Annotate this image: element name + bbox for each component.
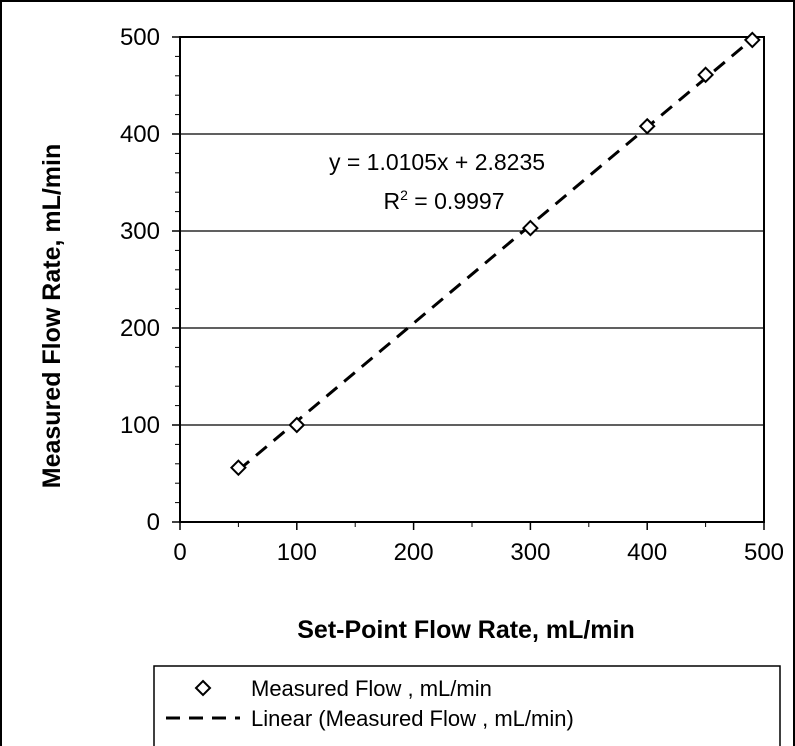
y-tick-labels: 0 100 200 300 400 500 <box>120 24 160 536</box>
x-tick-label: 500 <box>744 539 784 566</box>
x-tick-label: 200 <box>394 539 434 566</box>
data-point-marker <box>521 219 539 237</box>
y-tick-label: 200 <box>120 315 160 342</box>
y-tick-label: 100 <box>120 412 160 439</box>
r2-prefix: R <box>384 188 401 214</box>
y-tick-label: 500 <box>120 24 160 51</box>
gridlines <box>180 133 764 426</box>
x-tick-label: 0 <box>173 539 186 566</box>
data-point-marker <box>288 416 306 434</box>
plot-area <box>179 36 765 523</box>
y-axis-title: Measured Flow Rate, mL/min <box>38 144 66 489</box>
axis-ticks <box>172 36 765 530</box>
data-point-marker <box>743 31 761 49</box>
legend-label-measured: Measured Flow , mL/min <box>251 676 492 701</box>
x-axis-title: Set-Point Flow Rate, mL/min <box>297 616 635 644</box>
legend-label-linear: Linear (Measured Flow , mL/min) <box>251 706 574 731</box>
equation-annotation: y = 1.0105x + 2.8235 <box>329 149 545 175</box>
y-tick-label: 0 <box>147 509 160 536</box>
data-point-marker <box>697 66 715 84</box>
legend-box <box>153 665 781 746</box>
trendline <box>237 37 754 472</box>
r2-superscript: 2 <box>400 187 408 203</box>
data-markers <box>229 31 761 477</box>
y-tick-label: 300 <box>120 218 160 245</box>
legend-marker-diamond <box>194 679 212 697</box>
y-tick-label: 400 <box>120 121 160 148</box>
x-tick-label: 100 <box>277 539 317 566</box>
x-tick-label: 400 <box>627 539 667 566</box>
r-squared-annotation: R2 = 0.9997 <box>384 187 505 214</box>
data-point-marker <box>638 117 656 135</box>
data-point-marker <box>229 459 247 477</box>
legend: Measured Flow , mL/min Linear (Measured … <box>153 665 781 746</box>
x-tick-labels: 0 100 200 300 400 500 <box>173 539 784 566</box>
x-tick-label: 300 <box>510 539 550 566</box>
r2-value: = 0.9997 <box>408 188 505 214</box>
